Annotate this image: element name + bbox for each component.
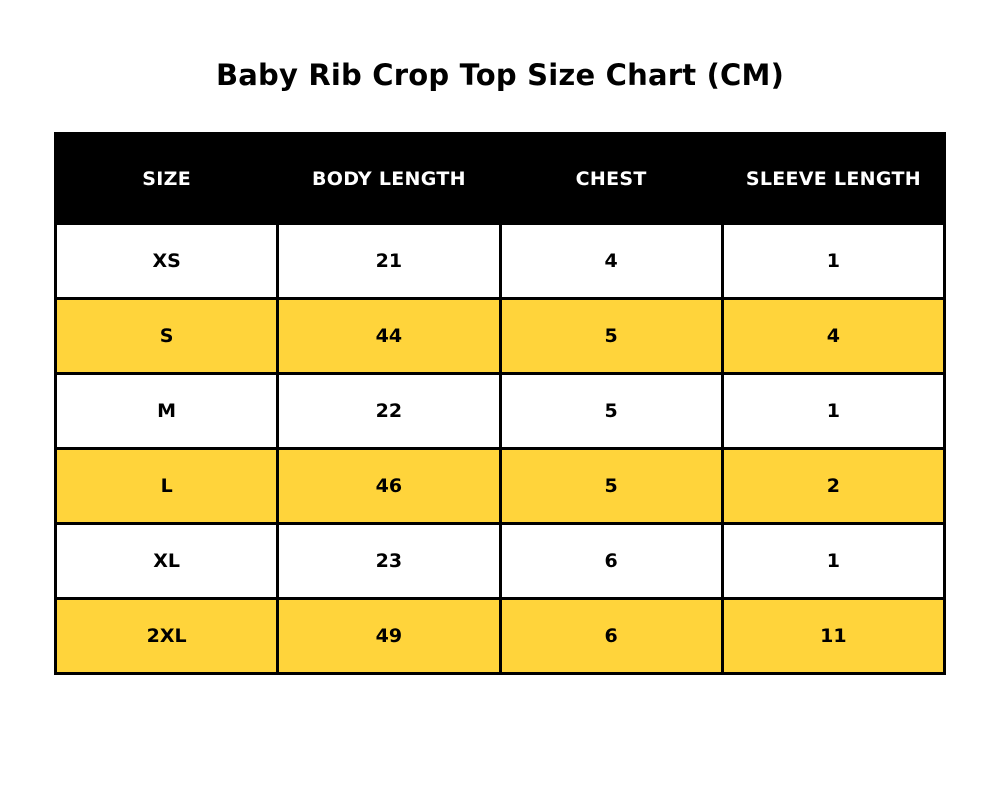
cell-body-length: 22: [276, 372, 502, 450]
cell-sleeve-length: 11: [720, 597, 947, 675]
cell-chest: 5: [498, 297, 724, 375]
cell-chest: 6: [498, 522, 724, 600]
cell-body-length: 44: [276, 297, 502, 375]
cell-sleeve-length: 2: [720, 447, 947, 525]
cell-chest: 4: [498, 222, 724, 300]
cell-body-length: 46: [276, 447, 502, 525]
cell-body-length: 21: [276, 222, 502, 300]
cell-body-length: 23: [276, 522, 502, 600]
size-chart-table: SIZE BODY LENGTH CHEST SLEEVE LENGTH XS …: [53, 132, 947, 675]
table-header: SIZE BODY LENGTH CHEST SLEEVE LENGTH: [53, 132, 947, 225]
cell-body-length: 49: [276, 597, 502, 675]
cell-sleeve-length: 4: [720, 297, 947, 375]
header-row: SIZE BODY LENGTH CHEST SLEEVE LENGTH: [53, 132, 947, 225]
cell-size: XS: [53, 222, 280, 300]
cell-size: 2XL: [53, 597, 280, 675]
cell-sleeve-length: 1: [720, 522, 947, 600]
header-body-length: BODY LENGTH: [276, 132, 502, 225]
table-row: M 22 5 1: [53, 372, 947, 450]
header-size: SIZE: [53, 132, 280, 225]
cell-chest: 5: [498, 447, 724, 525]
table-row: 2XL 49 6 11: [53, 597, 947, 675]
header-chest: CHEST: [498, 132, 724, 225]
cell-size: S: [53, 297, 280, 375]
table-row: XS 21 4 1: [53, 222, 947, 300]
cell-chest: 5: [498, 372, 724, 450]
cell-size: L: [53, 447, 280, 525]
table-row: L 46 5 2: [53, 447, 947, 525]
header-sleeve-length: SLEEVE LENGTH: [720, 132, 947, 225]
table-row: S 44 5 4: [53, 297, 947, 375]
chart-title: Baby Rib Crop Top Size Chart (CM): [215, 58, 785, 92]
cell-size: M: [53, 372, 280, 450]
table-body: XS 21 4 1 S 44 5 4 M 22 5 1 L 46 5 2 XL …: [53, 222, 947, 675]
cell-sleeve-length: 1: [720, 372, 947, 450]
table-row: XL 23 6 1: [53, 522, 947, 600]
cell-chest: 6: [498, 597, 724, 675]
cell-sleeve-length: 1: [720, 222, 947, 300]
cell-size: XL: [53, 522, 280, 600]
